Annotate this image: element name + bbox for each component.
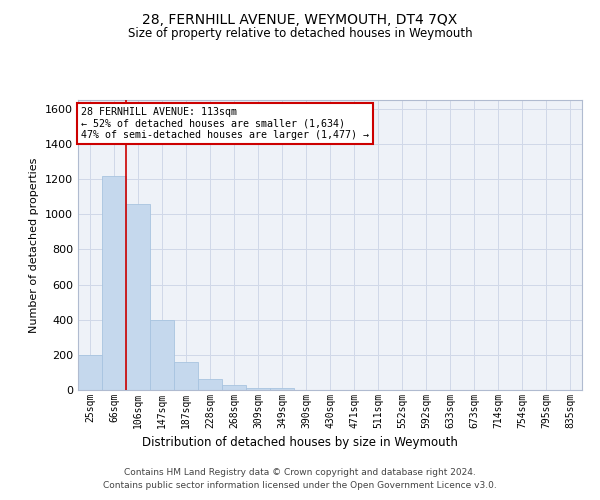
Bar bbox=[150, 320, 174, 390]
Text: 28, FERNHILL AVENUE, WEYMOUTH, DT4 7QX: 28, FERNHILL AVENUE, WEYMOUTH, DT4 7QX bbox=[142, 12, 458, 26]
Text: Distribution of detached houses by size in Weymouth: Distribution of detached houses by size … bbox=[142, 436, 458, 449]
Text: 28 FERNHILL AVENUE: 113sqm
← 52% of detached houses are smaller (1,634)
47% of s: 28 FERNHILL AVENUE: 113sqm ← 52% of deta… bbox=[80, 108, 368, 140]
Bar bbox=[270, 388, 294, 390]
Bar bbox=[102, 176, 126, 390]
Bar bbox=[174, 362, 198, 390]
Y-axis label: Number of detached properties: Number of detached properties bbox=[29, 158, 40, 332]
Bar bbox=[246, 388, 270, 390]
Bar bbox=[78, 355, 102, 390]
Bar bbox=[222, 384, 246, 390]
Bar bbox=[126, 204, 150, 390]
Text: Contains HM Land Registry data © Crown copyright and database right 2024.: Contains HM Land Registry data © Crown c… bbox=[124, 468, 476, 477]
Text: Size of property relative to detached houses in Weymouth: Size of property relative to detached ho… bbox=[128, 28, 472, 40]
Bar bbox=[198, 380, 222, 390]
Text: Contains public sector information licensed under the Open Government Licence v3: Contains public sector information licen… bbox=[103, 480, 497, 490]
